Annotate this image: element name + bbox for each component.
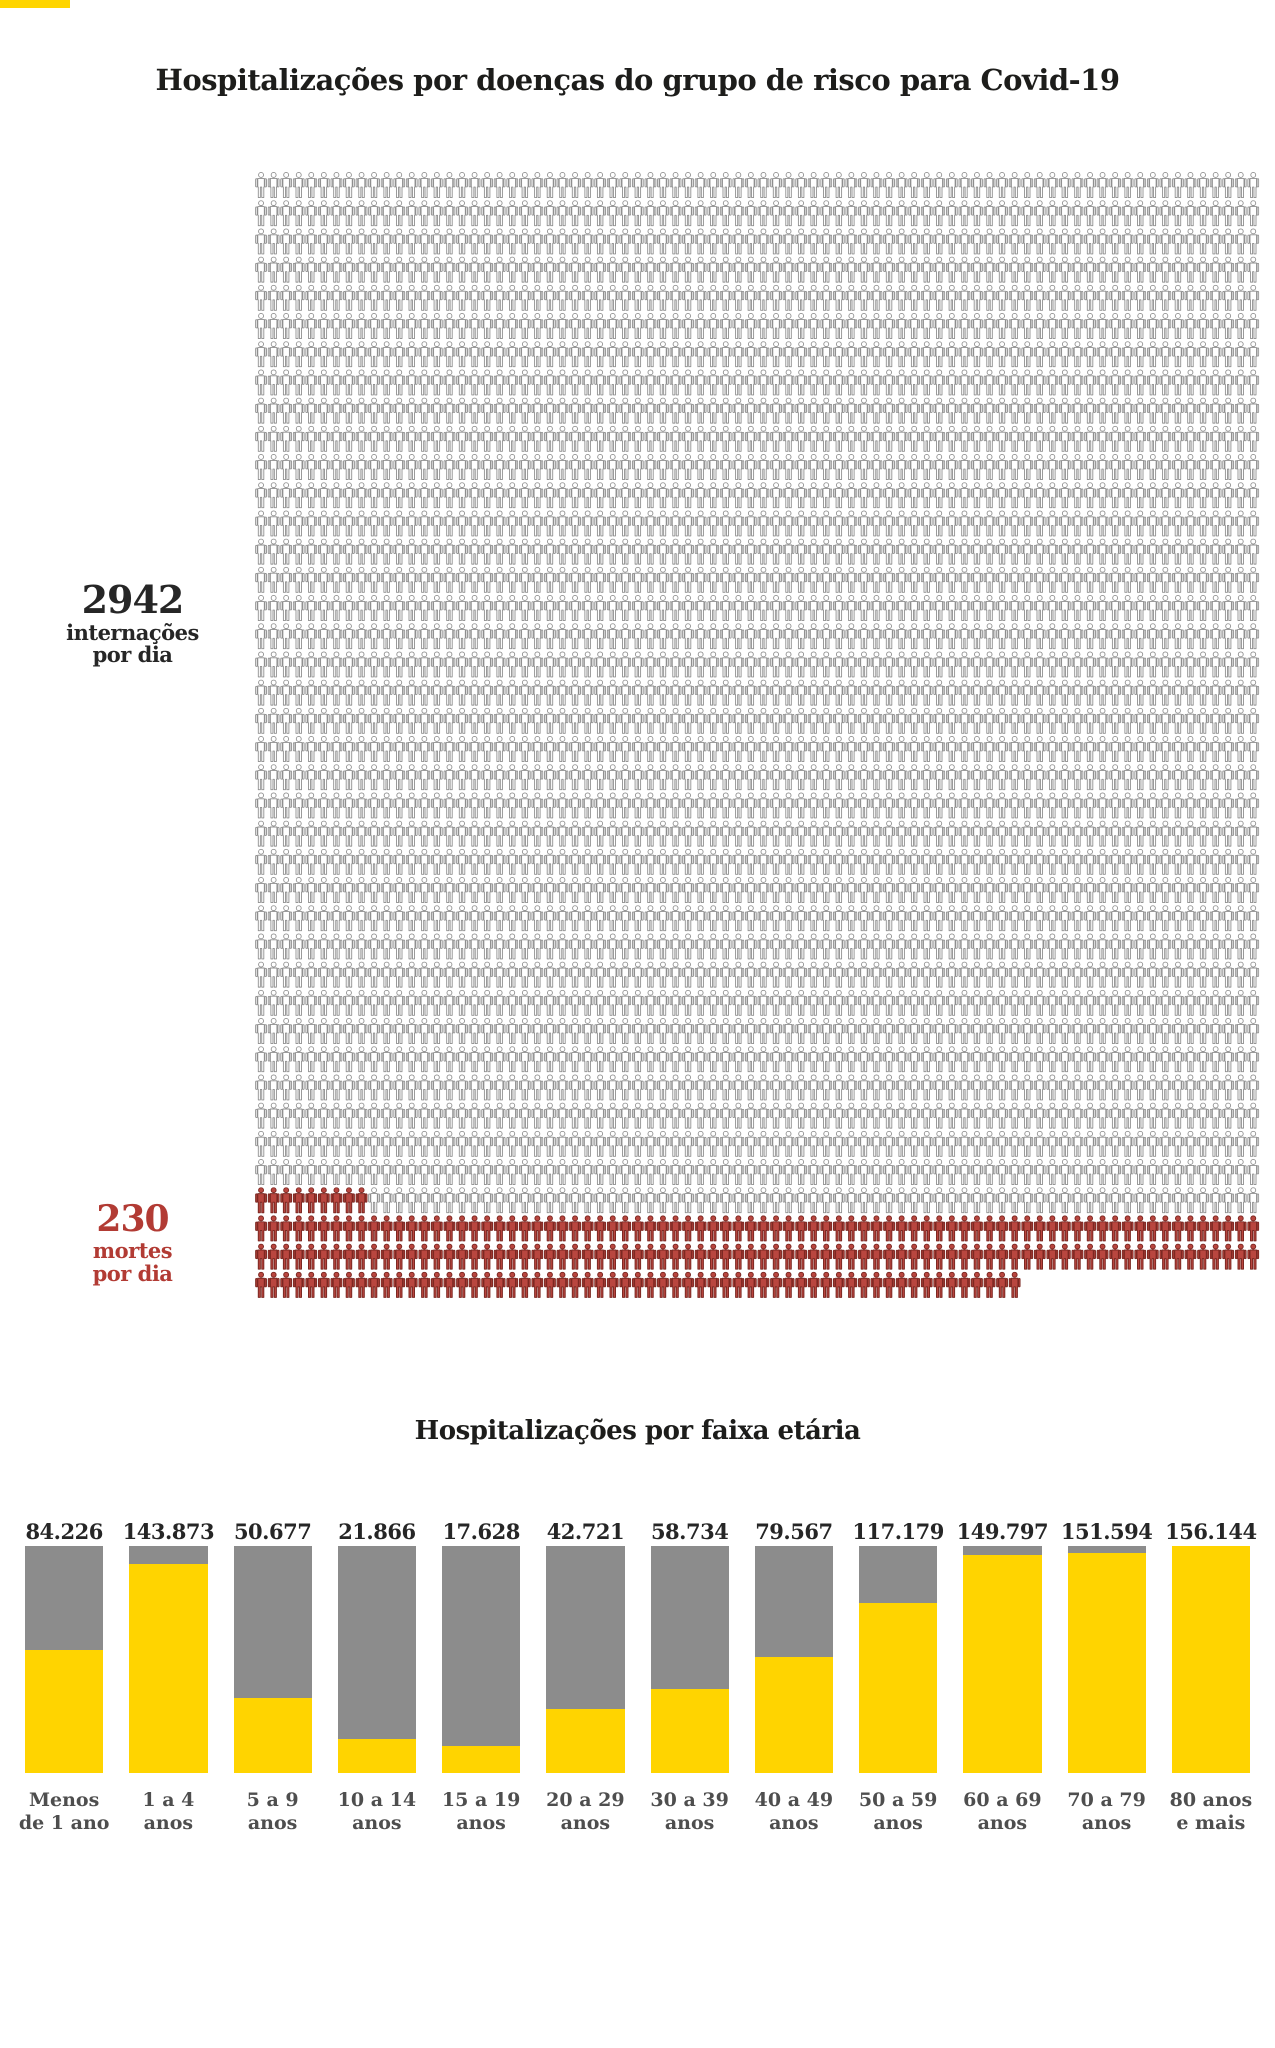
stacked-bar <box>754 1546 833 1773</box>
stacked-bar <box>337 1546 416 1773</box>
bar-yellow-fill <box>963 1555 1042 1773</box>
bar-value-label: 143.873 <box>122 1519 215 1544</box>
bar-value-label: 117.179 <box>852 1519 944 1544</box>
bar-column: 21.866 10 a 14 anos <box>338 1504 416 1835</box>
bar-column: 156.144 80 anos e mais <box>1165 1504 1257 1835</box>
age-group-label: 60 a 69 anos <box>963 1789 1042 1835</box>
age-group-label: 1 a 4 anos <box>142 1789 195 1835</box>
stacked-bar <box>963 1546 1042 1773</box>
bar-yellow-fill <box>1171 1546 1250 1773</box>
stacked-bar <box>859 1546 938 1773</box>
stacked-bar <box>650 1546 729 1773</box>
bar-value-label: 42.721 <box>546 1519 625 1544</box>
bar-column: 42.721 20 a 29 anos <box>546 1504 624 1835</box>
age-group-label: 30 a 39 anos <box>650 1789 729 1835</box>
bar-column: 117.179 50 a 59 anos <box>852 1504 944 1835</box>
age-chart-title: Hospitalizações por faixa etária <box>414 1415 861 1446</box>
bar-value-label: 79.567 <box>755 1519 833 1544</box>
age-group-label: 50 a 59 anos <box>858 1789 938 1835</box>
death-icons <box>255 1187 1260 1298</box>
age-group-label: 70 a 79 anos <box>1067 1789 1146 1835</box>
bar-column: 79.567 40 a 49 anos <box>755 1504 833 1835</box>
bar-column: 50.677 5 a 9 anos <box>233 1504 312 1835</box>
bar-value-label: 84.226 <box>25 1519 103 1544</box>
bar-value-label: 21.866 <box>338 1519 416 1544</box>
hospitalizations-unit-line1: internações <box>66 619 199 645</box>
bar-yellow-fill <box>1067 1552 1146 1773</box>
page-title: Hospitalizações por doenças do grupo de … <box>155 63 1120 98</box>
bar-column: 149.797 60 a 69 anos <box>957 1504 1049 1835</box>
bar-yellow-fill <box>337 1738 416 1773</box>
bar-yellow-fill <box>650 1689 729 1773</box>
bar-column: 58.734 30 a 39 anos <box>650 1504 729 1835</box>
age-group-label: 80 anos e mais <box>1169 1789 1253 1835</box>
bar-column: 84.226 Menos de 1 ano <box>19 1504 110 1835</box>
bar-column: 151.594 70 a 79 anos <box>1061 1504 1153 1835</box>
age-group-label: Menos de 1 ano <box>18 1789 110 1835</box>
bar-value-label: 58.734 <box>650 1519 729 1544</box>
hospitalizations-unit-line2: por dia <box>92 642 173 668</box>
deaths-count-label: 230 mortes por dia <box>50 1198 215 1287</box>
stacked-bar <box>442 1546 521 1773</box>
bar-value-label: 156.144 <box>1165 1519 1257 1544</box>
deaths-value: 230 <box>96 1198 169 1240</box>
stacked-bar <box>1171 1546 1250 1773</box>
corner-accent-bar <box>0 0 70 8</box>
age-group-label: 20 a 29 anos <box>546 1789 625 1835</box>
bar-yellow-fill <box>25 1650 104 1773</box>
bar-value-label: 50.677 <box>233 1519 312 1544</box>
deaths-unit-line2: por dia <box>92 1261 173 1287</box>
bar-yellow-fill <box>129 1564 208 1773</box>
age-group-label: 10 a 14 anos <box>337 1789 417 1835</box>
bar-column: 143.873 1 a 4 anos <box>123 1504 215 1835</box>
bar-yellow-fill <box>442 1745 521 1773</box>
hospitalization-icons <box>255 172 1260 1214</box>
hospitalizations-value: 2942 <box>81 577 185 622</box>
bar-yellow-fill <box>546 1709 625 1773</box>
age-bar-chart: 84.226 Menos de 1 ano 143.873 1 a 4 anos 50.67… <box>19 1504 1257 1835</box>
bar-yellow-fill <box>233 1698 312 1773</box>
stacked-bar <box>25 1546 104 1773</box>
deaths-unit-line1: mortes <box>92 1238 173 1264</box>
hospitalizations-count-label: 2942 internações por dia <box>50 578 215 667</box>
stacked-bar <box>129 1546 208 1773</box>
bar-value-label: 149.797 <box>956 1519 1049 1544</box>
bar-value-label: 17.628 <box>442 1519 520 1544</box>
age-group-label: 5 a 9 anos <box>246 1789 299 1835</box>
risk-group-pictogram <box>255 172 1260 1298</box>
age-group-label: 40 a 49 anos <box>754 1789 834 1835</box>
bar-yellow-fill <box>754 1657 833 1773</box>
bar-value-label: 151.594 <box>1060 1519 1153 1544</box>
stacked-bar <box>233 1546 312 1773</box>
stacked-bar <box>1067 1546 1146 1773</box>
age-group-label: 15 a 19 anos <box>441 1789 521 1835</box>
bar-column: 17.628 15 a 19 anos <box>442 1504 520 1835</box>
bar-yellow-fill <box>859 1602 938 1773</box>
stacked-bar <box>546 1546 625 1773</box>
